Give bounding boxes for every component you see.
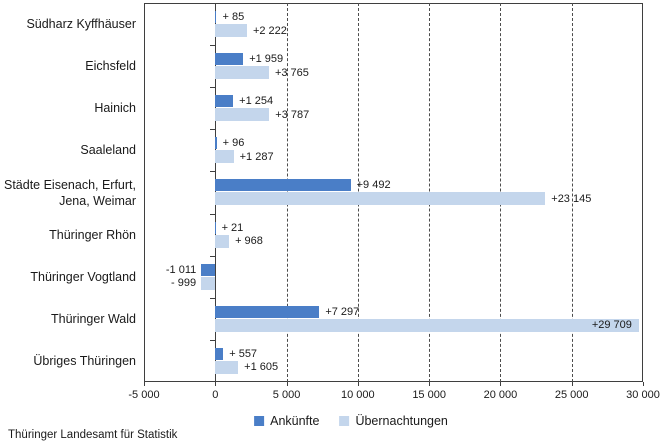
axis-tick-label: 20 000 [483,389,518,401]
bar-uebernachtungen [215,318,639,332]
bar-ankuenfte [215,305,320,318]
category-tick-mark [210,45,216,47]
bar-ankuenfte [215,53,244,66]
axis-tick-mark [429,382,431,386]
bar-uebernachtungen [215,24,247,37]
bar-uebernachtungen [215,360,239,374]
axis-tick-label: -5 000 [128,389,160,401]
bar-ankuenfte [200,263,216,276]
bar-value-label: +3 765 [274,66,309,79]
bar-value-label: +1 254 [239,95,274,108]
bar-value-label: - 999 [171,277,197,290]
category-tick-mark [210,129,216,131]
bar-value-label: + 85 [222,11,245,23]
bar-value-label: +1 959 [249,53,284,66]
axis-tick-label: 0 [212,389,219,401]
bar-value-label: + 557 [229,347,258,360]
bar-ankuenfte [215,95,234,108]
bar-value-label: + 21 [221,221,244,234]
bar-value-label: +1 287 [239,150,274,163]
legend-swatch-ankuenfte [254,416,265,426]
category-label: Thüringer Vogtland [30,269,136,284]
axis-tick-mark [643,382,644,386]
bar-uebernachtungen [215,150,234,164]
axis-tick-label: 5 000 [272,389,301,401]
bar-value-label: +7 297 [325,305,360,318]
axis-tick-label: 10 000 [341,389,375,401]
bar-value-label: +29 709 [591,319,632,332]
category-tick-mark [210,255,216,257]
bar-value-label: +23 145 [551,192,592,205]
axis-tick-label: 25 000 [554,389,589,401]
axis-tick-label: 15 000 [412,389,446,401]
axis-tick-mark [571,382,573,386]
category-tick-mark [210,297,216,299]
legend-item-ankuenfte: Ankünfte [254,414,319,428]
bar-value-label: +1 605 [244,361,279,374]
bar-value-label: +2 222 [252,24,287,37]
axis-tick-mark [357,382,359,386]
category-label: Thüringer Rhön [49,227,136,242]
bar-uebernachtungen [215,108,270,122]
bar-uebernachtungen [215,66,269,80]
category-tick-mark [210,339,216,341]
bar-uebernachtungen [201,276,216,290]
bar-value-label: + 96 [222,137,245,150]
axis-tick-mark [144,382,145,386]
gridline [571,3,573,382]
bar-ankuenfte [215,347,224,360]
bar-value-label: -1 011 [165,263,197,276]
category-label: Saaleland [80,143,136,158]
category-label: Thüringer Wald [51,311,136,326]
bar-value-label: +3 787 [275,108,310,121]
bar-ankuenfte [215,137,217,150]
legend-label-uebernachtungen: Übernachtungen [355,414,448,428]
legend-swatch-uebernachtungen [339,416,350,426]
legend-item-uebernachtungen: Übernachtungen [339,414,448,428]
chart-legend: Ankünfte Übernachtungen [254,414,448,428]
legend-label-ankuenfte: Ankünfte [270,414,320,428]
bar-ankuenfte [215,221,217,234]
bar-value-label: +9 492 [356,179,391,192]
bar-uebernachtungen [215,192,546,206]
axis-tick-mark [500,382,502,386]
category-label: Städte Eisenach, Erfurt, Jena, Weimar [3,177,136,208]
category-tick-mark [210,171,216,173]
bar-value-label: + 968 [235,235,263,248]
axis-tick-mark [215,382,217,386]
source-note: Thüringer Landesamt für Statistik [8,429,178,441]
category-label: Eichsfeld [85,59,136,74]
bar-uebernachtungen [215,234,230,248]
category-label: Hainich [94,101,136,116]
bar-ankuenfte [215,11,217,23]
category-tick-mark [210,87,216,89]
category-tick-mark [210,213,216,215]
category-label: Südharz Kyffhäuser [26,16,136,31]
bar-ankuenfte [215,179,351,192]
category-label: Übriges Thüringen [33,353,136,368]
plot-area [144,3,643,382]
axis-tick-label: 30 000 [626,389,660,401]
axis-tick-mark [286,382,288,386]
